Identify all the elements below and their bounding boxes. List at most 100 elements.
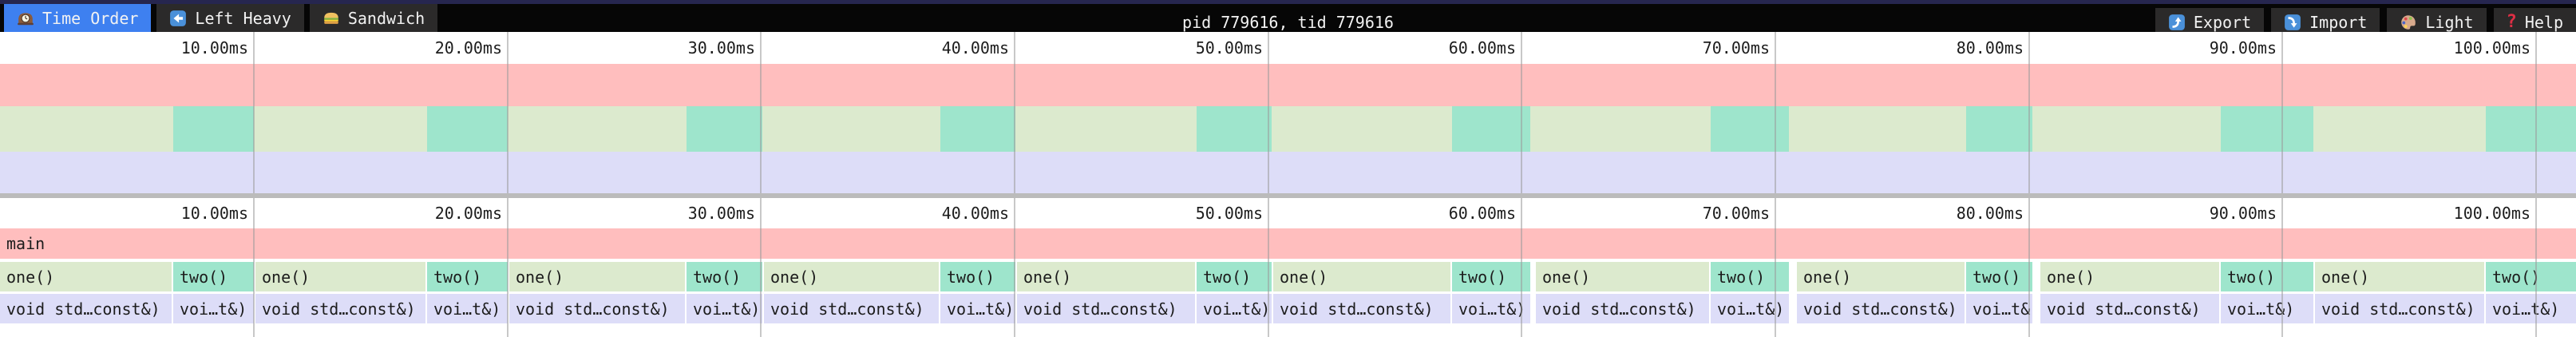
flame-frame[interactable]: voi…t&) (1711, 294, 1789, 323)
minimap-row-level-2 (0, 152, 2576, 193)
flame-frame[interactable]: one() (1536, 262, 1709, 291)
flame-frame[interactable]: void std…const&) (509, 294, 685, 323)
import-button[interactable]: Import (2271, 8, 2380, 36)
flamechart-row-level-0: main (0, 228, 2576, 259)
export-arrow-icon (2168, 14, 2185, 30)
flame-frame[interactable]: two() (2486, 262, 2576, 291)
action-label: Export (2193, 12, 2252, 32)
flame-frame[interactable]: one() (1273, 262, 1450, 291)
axis-tick-label: 10.00ms (180, 204, 248, 223)
action-label: Light (2425, 12, 2474, 32)
tab-label: Left Heavy (195, 8, 291, 28)
flame-frame[interactable]: void std…const&) (1017, 294, 1195, 323)
minimap-frame-two (1452, 106, 1530, 152)
axis-tick-label: 80.00ms (1956, 38, 2024, 57)
axis-tick-label: 60.00ms (1448, 38, 1516, 57)
minimap-time-axis: 10.00ms 20.00ms 30.00ms 40.00ms 50.00ms 60.00… (0, 32, 2576, 64)
action-label: Import (2309, 12, 2368, 32)
axis-tick-label: 30.00ms (687, 204, 755, 223)
axis-tick-label: 90.00ms (2209, 204, 2277, 223)
flame-frame[interactable]: one() (2040, 262, 2219, 291)
flame-frame[interactable]: two() (940, 262, 1015, 291)
axis-tick-label: 40.00ms (941, 204, 1009, 223)
flame-frame[interactable]: void std…const&) (2040, 294, 2219, 323)
flamechart-time-axis: 10.00ms 20.00ms 30.00ms 40.00ms 50.00ms 60.00… (0, 198, 2576, 228)
theme-toggle-button[interactable]: Light (2387, 8, 2487, 36)
axis-tick-label: 100.00ms (2453, 38, 2530, 57)
tab-left-heavy[interactable]: Left Heavy (156, 4, 304, 32)
flame-frame[interactable]: voi…t&) (1452, 294, 1530, 323)
axis-tick-label: 70.00ms (1702, 204, 1770, 223)
flame-frame[interactable]: one() (509, 262, 685, 291)
flame-frame[interactable]: two() (1711, 262, 1789, 291)
question-mark-icon: ? (2506, 12, 2517, 32)
toolbar: Time Order Left Heavy Sandwich pid 77961… (0, 0, 2576, 36)
flame-frame[interactable]: voi…t&) (940, 294, 1015, 323)
axis-tick-label: 30.00ms (687, 38, 755, 57)
tab-time-order[interactable]: Time Order (4, 4, 152, 32)
flame-frame[interactable]: void std…const&) (0, 294, 172, 323)
flame-frame[interactable]: main (0, 228, 2576, 259)
flame-frame[interactable]: voi…t&) (1966, 294, 2032, 323)
flame-frame[interactable]: one() (1797, 262, 1965, 291)
flame-frame[interactable]: two() (427, 262, 508, 291)
flame-frame[interactable]: void std…const&) (255, 294, 425, 323)
axis-tick-label: 90.00ms (2209, 38, 2277, 57)
mantel-clock-icon (18, 12, 34, 25)
flame-frame[interactable]: void std…const&) (1797, 294, 1965, 323)
flame-frame[interactable]: two() (1966, 262, 2032, 291)
axis-tick-label: 10.00ms (180, 38, 248, 57)
flame-frame[interactable]: voi…t&) (427, 294, 508, 323)
flame-frame[interactable]: one() (764, 262, 939, 291)
axis-tick-label: 40.00ms (941, 38, 1009, 57)
minimap-overview[interactable]: 10.00ms 20.00ms 30.00ms 40.00ms 50.00ms 60.00… (0, 32, 2576, 193)
minimap-frame-two (427, 106, 508, 152)
minimap-frame-two (2221, 106, 2313, 152)
flame-frame[interactable]: two() (1452, 262, 1530, 291)
tab-sandwich[interactable]: Sandwich (309, 4, 438, 32)
axis-tick-label: 70.00ms (1702, 38, 1770, 57)
flame-frame[interactable]: void std…const&) (1273, 294, 1450, 323)
axis-tick-label: 100.00ms (2453, 204, 2530, 223)
toolbar-actions: Export Import Light ? Help (2155, 8, 2576, 36)
minimap-frame-two (1711, 106, 1789, 152)
flame-frame[interactable]: void std…const&) (2315, 294, 2484, 323)
minimap-frame-two (173, 106, 254, 152)
axis-tick-label: 80.00ms (1956, 204, 2024, 223)
flame-frame[interactable]: one() (2315, 262, 2484, 291)
help-button[interactable]: ? Help (2493, 8, 2576, 36)
minimap-chart-divider (0, 193, 2576, 198)
flame-frame[interactable]: two() (173, 262, 254, 291)
import-arrow-icon (2285, 14, 2301, 30)
flame-frame[interactable]: voi…t&) (687, 294, 762, 323)
minimap-frame-two (687, 106, 762, 152)
flame-frame[interactable]: one() (1017, 262, 1195, 291)
flame-frame[interactable]: two() (2221, 262, 2313, 291)
axis-tick-label: 20.00ms (434, 38, 502, 57)
minimap-row-level-1 (0, 106, 2576, 152)
axis-tick-label: 60.00ms (1448, 204, 1516, 223)
left-arrow-icon (170, 10, 187, 26)
flame-frame[interactable]: two() (687, 262, 762, 291)
axis-tick-label: 50.00ms (1195, 38, 1263, 57)
flame-frame[interactable]: one() (0, 262, 172, 291)
action-label: Help (2524, 12, 2563, 32)
flame-frame[interactable]: two() (1197, 262, 1272, 291)
flamechart[interactable]: 10.00ms 20.00ms 30.00ms 40.00ms 50.00ms 60.00… (0, 198, 2576, 337)
flame-frame[interactable]: voi…t&) (2221, 294, 2313, 323)
minimap-frame-two (940, 106, 1015, 152)
flamechart-row-level-2: void std…const&) voi…t&) void std…const&) v… (0, 294, 2576, 323)
flame-frame[interactable]: voi…t&) (173, 294, 254, 323)
minimap-frame-two (2486, 106, 2576, 152)
flame-frame[interactable]: void std…const&) (764, 294, 939, 323)
flame-frame[interactable]: voi…t&) (1197, 294, 1272, 323)
tab-label: Sandwich (347, 8, 425, 28)
view-tabs: Time Order Left Heavy Sandwich (0, 4, 438, 32)
flame-frame[interactable]: one() (255, 262, 425, 291)
axis-tick-label: 20.00ms (434, 204, 502, 223)
export-button[interactable]: Export (2155, 8, 2265, 36)
flame-frame[interactable]: void std…const&) (1536, 294, 1709, 323)
sandwich-icon (324, 12, 338, 24)
flame-frame[interactable]: voi…t&) (2486, 294, 2576, 323)
minimap-frame-two (1197, 106, 1272, 152)
